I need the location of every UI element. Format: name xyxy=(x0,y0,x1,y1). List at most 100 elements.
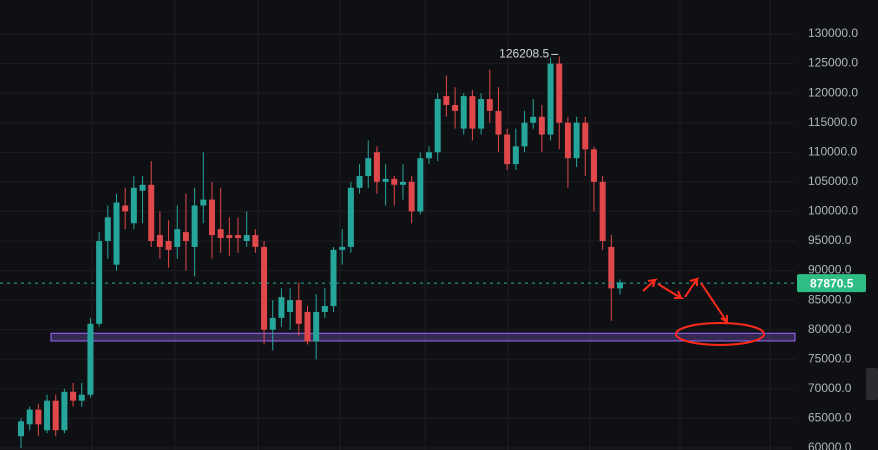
y-tick-label: 120000.0 xyxy=(808,85,858,99)
body xyxy=(200,199,207,206)
body xyxy=(608,246,615,289)
body xyxy=(599,181,606,241)
body xyxy=(564,122,571,159)
body xyxy=(304,311,311,342)
body xyxy=(191,205,198,247)
ellipse xyxy=(675,322,765,346)
y-tick-label: 70000.0 xyxy=(808,381,852,395)
body xyxy=(174,229,181,247)
body xyxy=(321,306,328,312)
body xyxy=(547,63,554,135)
body xyxy=(495,110,502,135)
body xyxy=(52,400,59,431)
body xyxy=(530,116,537,123)
body xyxy=(156,235,163,247)
arrow xyxy=(700,282,728,324)
plot: 60000.0 65000.0 70000.0 75000.0 80000.0 85000… xyxy=(0,26,858,450)
y-tick-label: 65000.0 xyxy=(808,411,852,425)
body xyxy=(373,152,380,182)
body xyxy=(347,187,354,247)
body xyxy=(261,246,268,330)
body xyxy=(590,149,597,182)
body xyxy=(434,99,441,153)
time-grid xyxy=(91,0,771,450)
body xyxy=(417,158,424,212)
body xyxy=(61,391,68,431)
body xyxy=(478,99,485,129)
body xyxy=(235,235,242,239)
body xyxy=(243,235,250,241)
body xyxy=(556,63,563,123)
y-tick-label: 130000.0 xyxy=(808,26,858,40)
body xyxy=(217,229,224,239)
body xyxy=(226,235,233,239)
body xyxy=(339,246,346,250)
body xyxy=(295,300,302,324)
body xyxy=(165,240,172,250)
y-tick-label: 100000.0 xyxy=(808,204,858,218)
arrow xyxy=(684,277,700,298)
body xyxy=(44,400,51,431)
body xyxy=(582,122,589,150)
body xyxy=(182,232,189,241)
y-tick-label: 125000.0 xyxy=(808,56,858,70)
body xyxy=(521,122,528,147)
y-tick-label: 110000.0 xyxy=(808,144,857,158)
body xyxy=(538,116,545,135)
y-tick-label: 80000.0 xyxy=(808,322,852,336)
body xyxy=(504,134,511,165)
body xyxy=(130,187,137,224)
body xyxy=(113,202,120,265)
body xyxy=(452,104,459,111)
body xyxy=(408,181,415,212)
body xyxy=(26,409,33,425)
body xyxy=(96,240,103,324)
body xyxy=(139,184,146,191)
y-tick-label: 85000.0 xyxy=(808,292,852,306)
body xyxy=(460,96,467,129)
drawings xyxy=(642,277,765,346)
body xyxy=(104,217,111,241)
y-tick-label: 75000.0 xyxy=(808,351,852,365)
body xyxy=(252,235,259,247)
body xyxy=(18,421,24,437)
body xyxy=(313,311,320,342)
y-tick-label: 115000.0 xyxy=(808,115,857,129)
body xyxy=(269,317,276,330)
body xyxy=(365,158,372,176)
body xyxy=(148,184,155,241)
body xyxy=(382,178,389,182)
arrow xyxy=(642,278,659,292)
body xyxy=(278,297,285,318)
body xyxy=(391,178,398,185)
body xyxy=(443,96,450,105)
body xyxy=(87,323,94,395)
body xyxy=(35,409,42,425)
last-price-label: 87870.5 xyxy=(810,276,854,290)
body xyxy=(70,391,77,401)
body xyxy=(399,181,406,185)
body xyxy=(426,152,433,159)
high-annotation: 126208.5 xyxy=(499,47,549,61)
body xyxy=(122,205,129,212)
body xyxy=(208,199,215,236)
body xyxy=(573,122,580,159)
y-tick-label: 60000.0 xyxy=(808,440,852,450)
y-tick-label: 105000.0 xyxy=(808,174,858,188)
body xyxy=(469,96,476,129)
body xyxy=(617,282,623,289)
body xyxy=(78,394,85,401)
body xyxy=(330,249,337,307)
y-tick-label: 95000.0 xyxy=(808,233,852,247)
body xyxy=(486,99,493,111)
body xyxy=(512,146,519,165)
scroll-tab[interactable] xyxy=(866,368,878,400)
body xyxy=(356,175,363,188)
zone xyxy=(50,332,796,342)
y-tick-label: 90000.0 xyxy=(808,263,852,277)
last-price-box xyxy=(797,274,866,293)
body xyxy=(287,300,294,312)
arrow xyxy=(657,283,685,299)
